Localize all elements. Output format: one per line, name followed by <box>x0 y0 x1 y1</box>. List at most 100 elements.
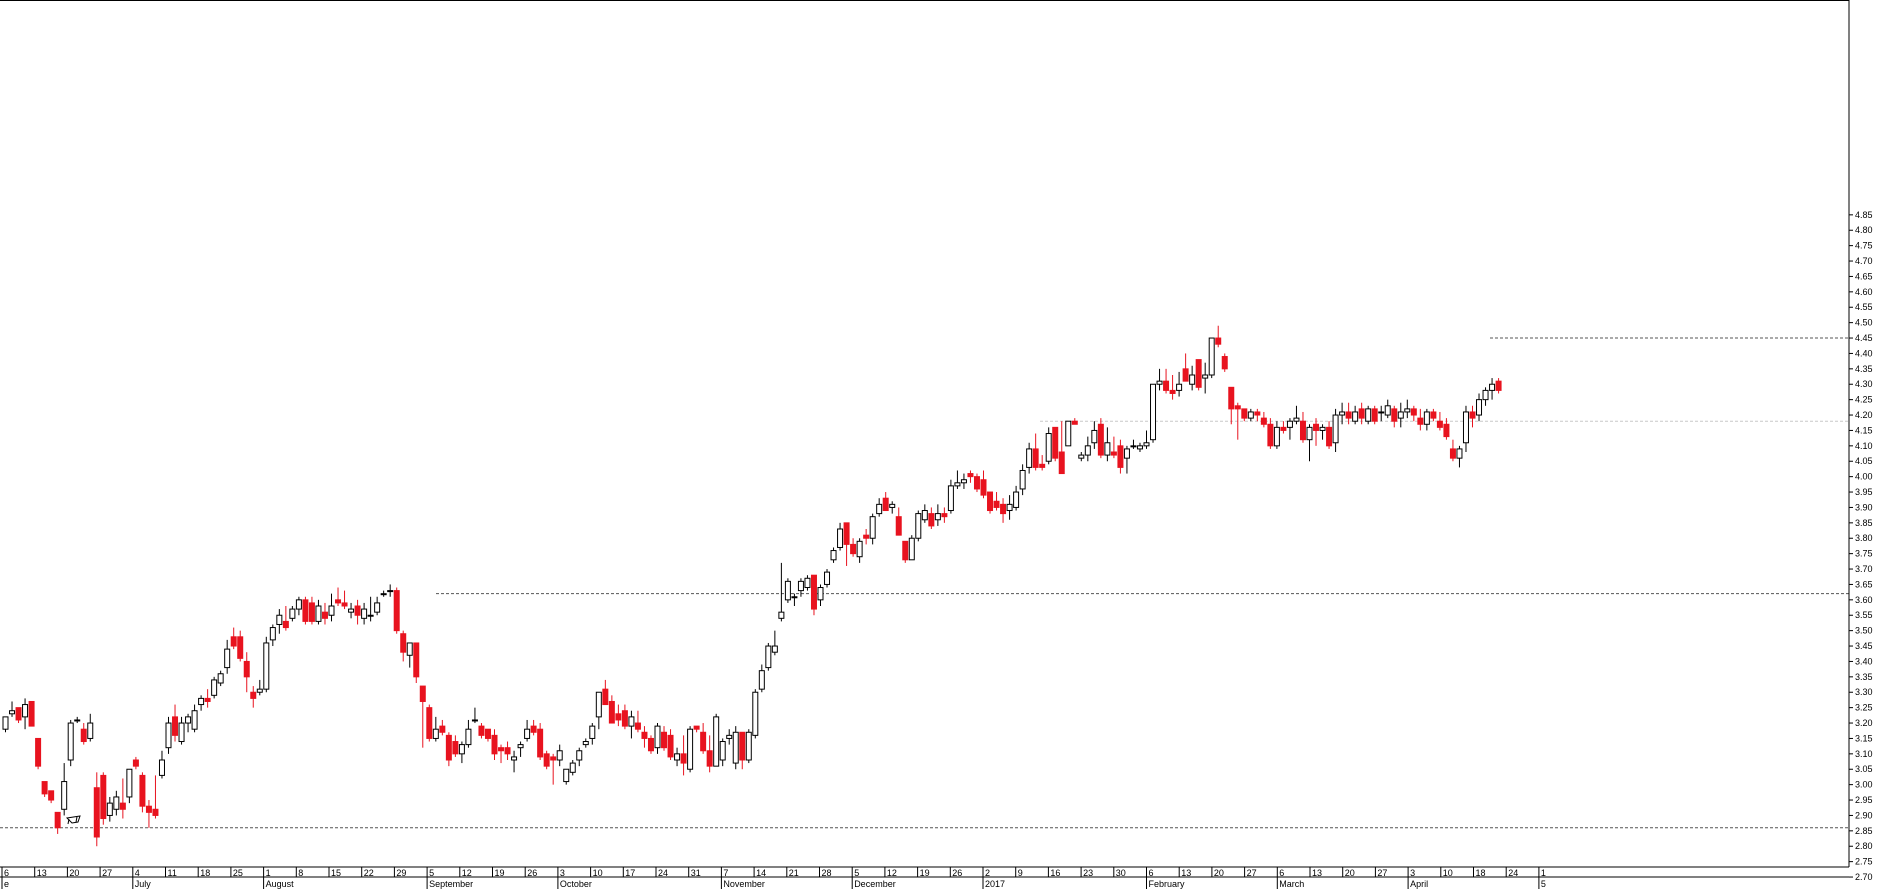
candle-body <box>165 722 172 749</box>
candle-body <box>1410 408 1417 416</box>
candle <box>1397 402 1404 428</box>
y-tick-label: 4.05 <box>1855 456 1873 466</box>
candle-body <box>993 500 1000 508</box>
candle <box>198 695 205 711</box>
candle-body <box>1215 337 1222 345</box>
y-tick-label: 3.40 <box>1855 656 1873 666</box>
candle <box>2 716 9 733</box>
candle <box>1456 445 1463 468</box>
candle-body <box>1260 417 1267 425</box>
candle <box>602 679 609 706</box>
candle <box>895 507 902 536</box>
y-tick-label: 2.80 <box>1855 841 1873 851</box>
candle <box>15 707 22 724</box>
candle <box>921 504 928 523</box>
x-day-label: 15 <box>331 868 341 878</box>
candle-body <box>100 774 107 820</box>
candle-body <box>745 731 752 761</box>
x-day-label: 26 <box>952 868 962 878</box>
candle-body <box>185 716 192 724</box>
candle <box>119 778 126 819</box>
candle-body <box>582 741 589 746</box>
candle-body <box>726 734 733 739</box>
candle <box>471 707 478 724</box>
candle <box>419 685 426 748</box>
candle <box>576 747 583 767</box>
candle-body <box>837 528 844 548</box>
candle-body <box>817 587 824 601</box>
candle-body <box>54 811 61 829</box>
y-tick-label: 4.45 <box>1855 333 1873 343</box>
candle <box>1039 455 1046 471</box>
x-day-label: 8 <box>298 868 303 878</box>
candle-body <box>941 513 948 518</box>
x-month-label: April <box>1410 879 1428 889</box>
candle <box>204 689 211 708</box>
candle-body <box>1352 411 1359 422</box>
candle <box>302 596 309 625</box>
candle-body <box>504 747 511 755</box>
x-day-label: 28 <box>822 868 832 878</box>
candle-body <box>452 741 459 755</box>
candle <box>667 729 674 760</box>
candle <box>289 606 296 622</box>
candle-body <box>406 642 413 656</box>
candle-body <box>967 473 974 478</box>
candle-body <box>48 790 55 801</box>
candle <box>1208 337 1215 379</box>
candle-body <box>191 710 198 730</box>
x-day-label: 13 <box>37 868 47 878</box>
candle <box>406 642 413 668</box>
candle <box>706 735 713 773</box>
candle-body <box>1482 389 1489 401</box>
candle <box>269 624 276 647</box>
candle-body <box>302 599 309 622</box>
candle-body <box>1169 389 1176 394</box>
candle <box>608 695 615 724</box>
candle-body <box>980 479 987 496</box>
candle-body <box>654 725 661 749</box>
candle <box>1469 405 1476 428</box>
y-tick-label: 4.80 <box>1855 225 1873 235</box>
candle <box>771 630 778 656</box>
candle-body <box>9 710 16 715</box>
candle-body <box>178 722 185 743</box>
candle <box>595 691 602 730</box>
candle <box>543 750 550 770</box>
candle <box>1391 405 1398 428</box>
candle <box>315 599 322 625</box>
candle-body <box>1104 442 1111 456</box>
x-day-label: 9 <box>1018 868 1023 878</box>
x-day-label: 29 <box>396 868 406 878</box>
candle-body <box>439 725 446 733</box>
y-tick-label: 2.70 <box>1855 872 1873 882</box>
ruler-icon[interactable] <box>65 815 81 825</box>
candle-body <box>224 648 231 669</box>
x-day-label: 6 <box>1279 868 1284 878</box>
candle-body <box>126 768 133 798</box>
candle-body <box>1476 399 1483 416</box>
candle <box>191 704 198 733</box>
candle-body <box>915 513 922 539</box>
x-day-label: 31 <box>691 868 701 878</box>
candle <box>1189 365 1196 391</box>
candle-body <box>1097 423 1104 456</box>
candle-body <box>889 503 896 508</box>
candle-body <box>947 485 954 512</box>
candle <box>165 716 172 754</box>
candle <box>1071 418 1078 425</box>
candle-body <box>869 516 876 539</box>
candle-body <box>1241 408 1248 419</box>
candle-body <box>387 590 394 593</box>
candle-body <box>2 716 9 730</box>
candle <box>1365 405 1372 425</box>
candle-body <box>276 614 283 625</box>
candle <box>1156 368 1163 391</box>
candle-body <box>1299 420 1306 441</box>
candle-body <box>1045 433 1052 462</box>
candle <box>1150 383 1157 443</box>
candle-body <box>934 513 941 521</box>
candle-body <box>1065 420 1072 447</box>
candle <box>224 639 231 674</box>
candle-body <box>960 479 967 484</box>
